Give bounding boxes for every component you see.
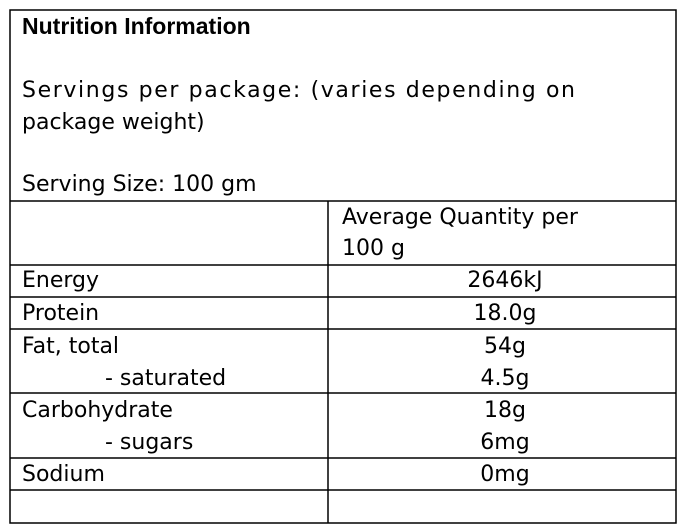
nutrient-label: - saturated (105, 366, 226, 391)
nutrient-value: 54g (484, 334, 526, 359)
rows: Energy 2646kJ Protein 18.0g Fat, total 54g - s… (22, 268, 543, 487)
nutrient-value: 4.5g (481, 366, 530, 391)
nutrient-value: 2646kJ (467, 268, 542, 293)
nutrient-value: 6mg (480, 430, 529, 455)
nutrient-label: Sodium (22, 462, 105, 487)
nutrient-label: Energy (22, 268, 99, 293)
nutrient-value: 0mg (480, 462, 529, 487)
servings: package weight) (22, 110, 205, 135)
nutrient-label: Protein (22, 301, 99, 326)
outer-border (9, 9, 677, 524)
column-header: Average Quantity per (342, 205, 579, 230)
nutrient-label: Carbohydrate (22, 398, 173, 423)
serving-size: Serving Size: 100 gm (22, 172, 257, 197)
nutrient-value: 18.0g (474, 301, 537, 326)
title: Nutrition Information (22, 13, 251, 39)
nutrient-value: 18g (484, 398, 526, 423)
servings: Servings per package: (varies depending … (22, 78, 575, 103)
column-header: 100 g (342, 236, 405, 261)
nutrient-label: - sugars (105, 430, 193, 455)
nutrient-label: Fat, total (22, 334, 119, 359)
